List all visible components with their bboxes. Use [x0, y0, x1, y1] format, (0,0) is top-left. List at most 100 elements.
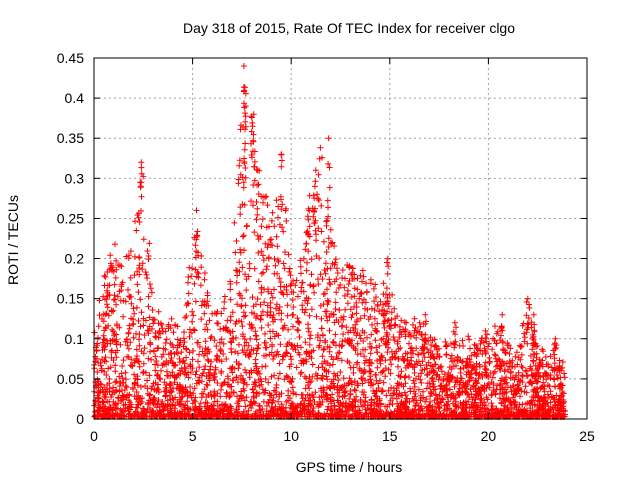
data-point — [205, 369, 212, 376]
data-point — [286, 268, 293, 275]
data-point — [398, 317, 405, 324]
data-point — [319, 360, 325, 367]
data-point — [529, 335, 536, 341]
data-point — [105, 365, 112, 372]
data-point — [380, 320, 387, 327]
data-point — [329, 408, 336, 415]
data-point — [305, 403, 312, 409]
data-point — [321, 267, 328, 273]
data-point — [182, 314, 189, 321]
data-point — [339, 322, 346, 329]
data-point — [387, 370, 394, 377]
data-point — [217, 346, 224, 353]
data-point — [198, 253, 205, 259]
data-point — [385, 263, 392, 270]
data-point — [310, 347, 317, 354]
data-point — [227, 286, 234, 293]
data-point — [140, 405, 147, 412]
data-point — [271, 372, 278, 379]
data-point — [418, 332, 425, 338]
data-point — [136, 342, 143, 349]
data-point — [397, 345, 404, 351]
data-point — [118, 408, 125, 414]
data-point — [491, 337, 498, 344]
data-point — [359, 267, 366, 274]
data-point — [111, 292, 118, 299]
data-point — [368, 360, 375, 367]
data-point — [196, 412, 203, 419]
data-point — [113, 354, 120, 361]
y-tick-label: 0.2 — [65, 251, 85, 267]
data-point — [242, 110, 248, 117]
data-point — [283, 398, 290, 405]
data-point — [181, 339, 188, 346]
data-point — [402, 333, 409, 340]
data-point — [498, 400, 505, 407]
data-point — [447, 372, 454, 379]
data-point — [136, 336, 143, 343]
data-point — [324, 217, 331, 224]
data-point — [323, 368, 330, 375]
data-point — [428, 342, 435, 348]
data-point — [324, 301, 331, 308]
data-point — [207, 335, 214, 342]
data-point — [241, 342, 248, 349]
data-point — [124, 353, 131, 360]
data-point — [93, 342, 100, 349]
data-point — [246, 402, 253, 409]
data-point — [134, 373, 141, 380]
data-point — [237, 292, 244, 299]
data-point — [336, 393, 343, 400]
data-point — [146, 314, 153, 321]
data-point — [411, 383, 418, 390]
data-point — [322, 391, 329, 398]
data-point — [327, 239, 334, 246]
data-point — [268, 217, 275, 224]
data-point — [284, 312, 291, 319]
data-point — [434, 400, 441, 407]
data-point — [135, 289, 142, 296]
data-point — [488, 400, 495, 407]
data-point — [239, 331, 246, 338]
data-point — [316, 255, 323, 262]
data-point — [296, 351, 303, 358]
data-point — [217, 326, 224, 333]
data-point — [380, 379, 387, 386]
data-point — [363, 289, 370, 296]
data-point — [255, 376, 262, 383]
data-point — [150, 396, 157, 403]
data-point — [201, 299, 208, 306]
data-point — [533, 370, 540, 377]
data-point — [326, 344, 333, 351]
data-point — [192, 254, 199, 261]
data-point — [267, 308, 274, 315]
data-point — [262, 389, 268, 396]
data-point — [361, 353, 368, 360]
data-point — [377, 413, 384, 420]
data-point — [163, 388, 170, 395]
data-point — [497, 337, 503, 344]
data-point — [106, 282, 113, 289]
data-point — [252, 328, 259, 335]
data-point — [315, 409, 322, 416]
data-point — [438, 382, 445, 389]
data-point — [218, 386, 224, 393]
data-point — [543, 361, 550, 368]
data-point — [259, 216, 266, 223]
data-point — [208, 358, 215, 365]
data-point — [559, 359, 566, 365]
data-point — [524, 295, 531, 302]
data-point — [275, 203, 282, 210]
data-point — [95, 334, 101, 341]
data-point — [170, 329, 177, 336]
x-axis: 0 5 10 15 20 25 — [90, 58, 595, 444]
data-point — [422, 335, 428, 342]
data-point — [351, 303, 358, 310]
data-point — [367, 382, 374, 389]
data-point — [143, 271, 150, 278]
data-point — [271, 286, 277, 293]
data-point — [423, 407, 430, 414]
data-point — [317, 337, 324, 344]
data-point — [298, 391, 305, 398]
y-tick-label: 0.4 — [65, 90, 85, 106]
